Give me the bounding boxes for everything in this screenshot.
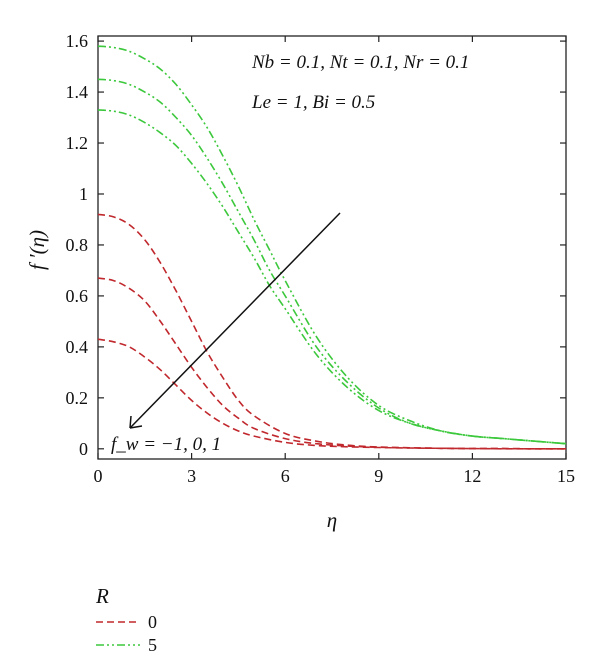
series-layer — [97, 45, 567, 450]
arrow-label: f_w = −1, 0, 1 — [111, 434, 221, 455]
legend-title: R — [95, 584, 109, 608]
y-axis-ticks: 0 0.2 0.4 0.6 0.8 1 1.2 1.4 1.6 — [66, 31, 566, 459]
series-line-R0-fw0 — [97, 277, 566, 450]
x-tick-label: 6 — [281, 466, 290, 486]
y-axis-label: f ′(η) — [25, 230, 49, 270]
series-line-R5-fw1 — [97, 109, 567, 445]
y-tick-label: 1 — [79, 184, 88, 204]
x-axis-label: η — [327, 508, 337, 532]
y-tick-label: 0 — [79, 439, 88, 459]
y-tick-label: 0.6 — [66, 286, 89, 306]
x-tick-label: 12 — [463, 466, 481, 486]
x-tick-label: 9 — [374, 466, 383, 486]
x-tick-label: 15 — [557, 466, 575, 486]
legend-label-r5: 5 — [148, 635, 157, 655]
y-tick-label: 0.8 — [66, 235, 89, 255]
trend-arrow — [129, 212, 341, 429]
x-axis-ticks: 0 3 6 9 12 15 — [94, 36, 575, 486]
y-tick-label: 0.4 — [66, 337, 89, 357]
parameter-annotation-1: Nb = 0.1, Nt = 0.1, Nr = 0.1 — [251, 52, 469, 73]
y-tick-label: 1.6 — [66, 31, 89, 51]
y-tick-label: 1.2 — [66, 133, 89, 153]
x-tick-label: 0 — [94, 466, 103, 486]
x-tick-label: 3 — [187, 466, 196, 486]
parameter-annotation-2: Le = 1, Bi = 0.5 — [251, 92, 375, 113]
series-line-R0-fw1 — [97, 338, 566, 450]
legend-label-r0: 0 — [148, 612, 157, 632]
y-tick-label: 1.4 — [66, 82, 89, 102]
y-tick-label: 0.2 — [66, 388, 89, 408]
series-line-R5-fw-1 — [97, 45, 567, 445]
plot-area-frame — [97, 35, 567, 460]
trend-arrowhead — [129, 415, 143, 429]
legend: R 0 5 — [95, 584, 157, 655]
